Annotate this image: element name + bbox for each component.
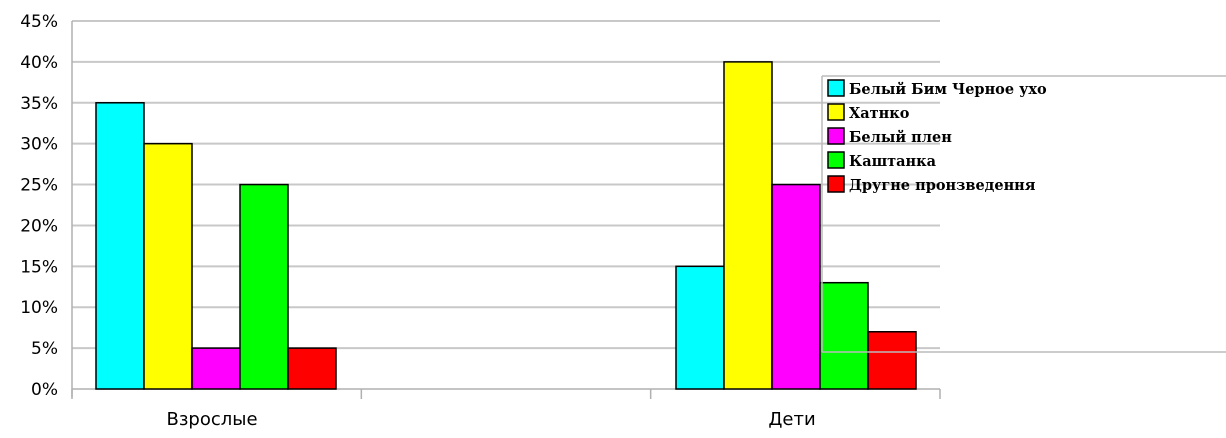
y-tick-label: 25% xyxy=(20,176,58,196)
bar xyxy=(819,281,869,390)
bar xyxy=(143,142,193,390)
bar xyxy=(723,61,773,390)
y-tick-label: 20% xyxy=(20,216,58,236)
legend-swatch xyxy=(827,103,845,121)
y-tick-label: 30% xyxy=(20,135,58,155)
legend-label: Другне пронзведення xyxy=(849,177,1036,194)
bar xyxy=(95,102,145,390)
y-tick-label: 0% xyxy=(31,380,58,400)
y-tick-label: 5% xyxy=(31,339,58,359)
axis-labels: 0% 5% 10% 15% 20% 25% 30% 35% 40% 45% Взрослые Дети xyxy=(20,12,815,430)
y-tick-label: 15% xyxy=(20,257,58,277)
legend-swatch xyxy=(827,127,845,145)
legend-swatch xyxy=(827,79,845,97)
bars xyxy=(95,61,917,390)
gridlines xyxy=(72,20,940,350)
y-tick-label: 40% xyxy=(20,53,58,73)
legend-label: Белый Бим Черное ухо xyxy=(849,81,1047,98)
bar xyxy=(675,265,725,390)
bar xyxy=(287,347,337,390)
legend: Белый Бим Черное ухо Хатнко Белый плен Кашт… xyxy=(821,75,1226,353)
bar xyxy=(191,347,241,390)
y-tick-label: 10% xyxy=(20,298,58,318)
bar xyxy=(239,183,289,390)
legend-swatch xyxy=(827,151,845,169)
y-tick-label: 45% xyxy=(20,12,58,32)
legend-label: Белый плен xyxy=(849,129,952,146)
legend-label: Каштанка xyxy=(849,153,937,170)
y-tick-label: 35% xyxy=(20,94,58,114)
legend-label: Хатнко xyxy=(849,105,910,122)
x-category-label: Дети xyxy=(768,409,815,430)
bar xyxy=(867,331,917,390)
legend-swatch xyxy=(827,175,845,193)
bar xyxy=(771,183,821,390)
x-category-label: Взрослые xyxy=(166,409,257,430)
